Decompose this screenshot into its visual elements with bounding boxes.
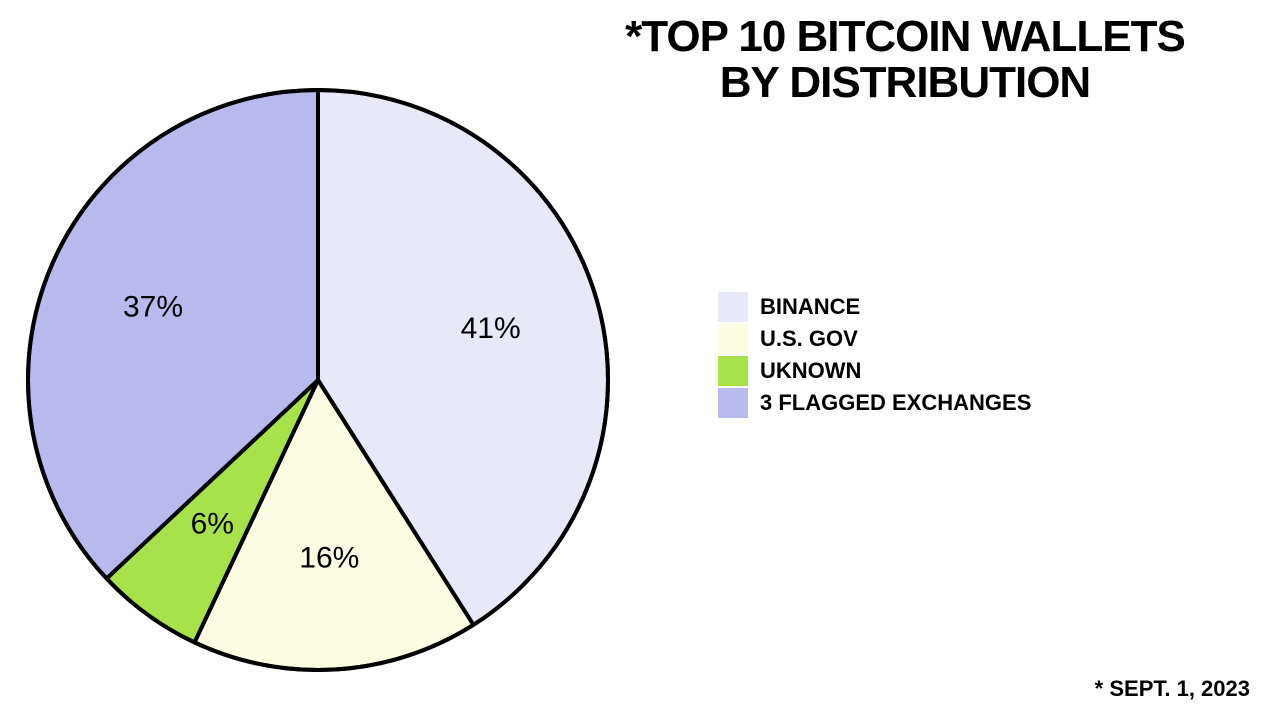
chart-title: *TOP 10 BITCOIN WALLETS BY DISTRIBUTION [560,14,1250,106]
chart-title-line1: *TOP 10 BITCOIN WALLETS [560,14,1250,60]
pie-slice-label: 16% [299,541,359,574]
legend-swatch [718,388,748,418]
legend-row: 3 FLAGGED EXCHANGES [718,388,1031,418]
legend-label: U.S. GOV [760,326,858,352]
footnote: * SEPT. 1, 2023 [1095,676,1250,702]
chart-stage: { "title": { "line1": "*TOP 10 BITCOIN W… [0,0,1280,720]
pie-slice-label: 41% [461,312,521,345]
pie-chart: 41% 16% 6% 37% [24,86,612,679]
legend-row: BINANCE [718,292,1031,322]
legend: BINANCE U.S. GOV UKNOWN 3 FLAGGED EXCHANGES [718,290,1031,420]
legend-swatch [718,292,748,322]
chart-title-line2: BY DISTRIBUTION [560,60,1250,106]
pie-slice-label: 37% [123,291,183,324]
pie-svg: 41% 16% 6% 37% [24,86,612,674]
legend-label: UKNOWN [760,358,861,384]
legend-swatch [718,356,748,386]
legend-row: UKNOWN [718,356,1031,386]
legend-label: 3 FLAGGED EXCHANGES [760,390,1031,416]
legend-label: BINANCE [760,294,860,320]
legend-swatch [718,324,748,354]
pie-slice-label: 6% [191,507,234,540]
legend-row: U.S. GOV [718,324,1031,354]
